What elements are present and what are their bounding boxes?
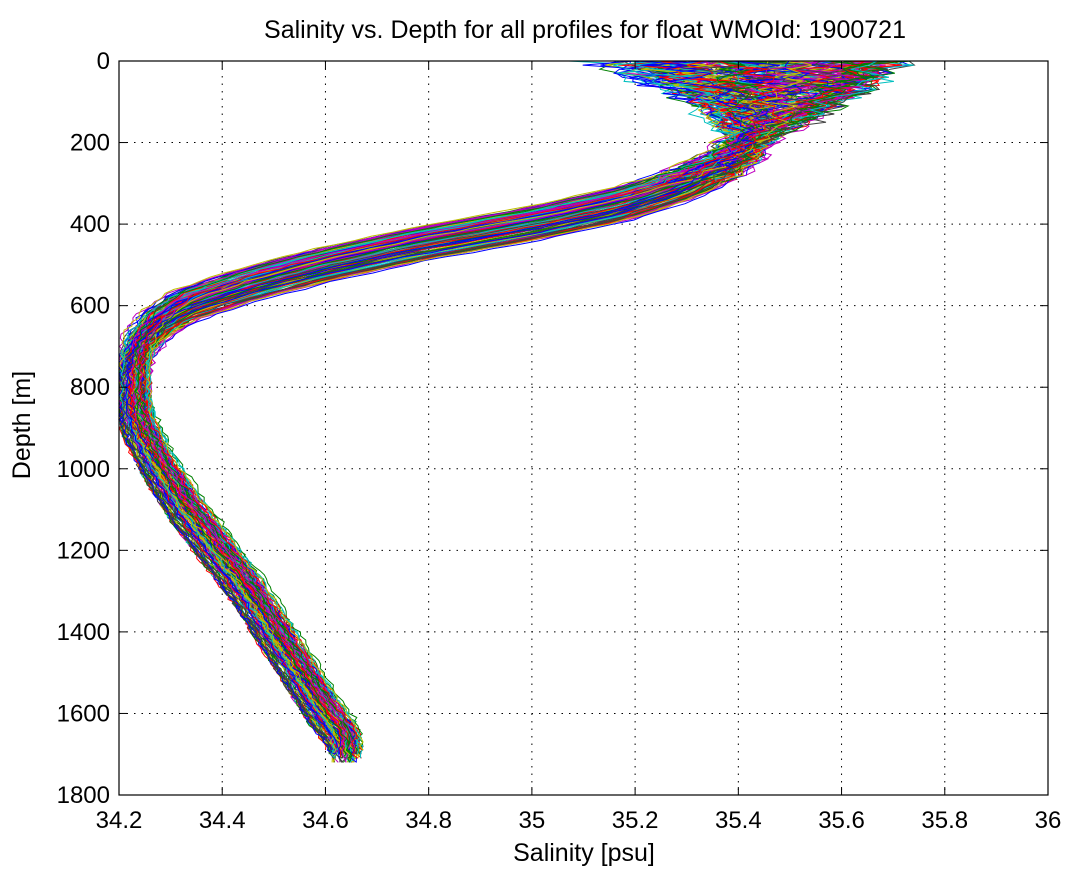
profile-line: [129, 60, 763, 751]
x-tick-label: 35.2: [612, 807, 659, 834]
x-axis-label: Salinity [psu]: [513, 839, 655, 867]
x-tick-label: 34.6: [302, 807, 349, 834]
profile-line: [134, 60, 866, 759]
x-tick-labels: 34.2 34.4 34.6 34.8 35 35.2 35.4 35.6 35.8 36: [96, 807, 1062, 834]
y-tick-label: 800: [70, 374, 110, 401]
x-tick-label: 36: [1035, 807, 1062, 834]
profile-line: [125, 60, 829, 759]
profile-lines: [118, 60, 916, 763]
profile-line: [137, 60, 816, 751]
x-tick-label: 34.2: [96, 807, 143, 834]
y-tick-label: 1000: [57, 456, 110, 483]
y-tick-label: 1200: [57, 537, 110, 564]
plot-frame: [118, 60, 1049, 796]
x-tick-label: 35: [519, 807, 546, 834]
x-tick-label: 34.8: [405, 807, 452, 834]
profile-line: [125, 60, 758, 755]
x-tick-label: 35.8: [921, 807, 968, 834]
y-tick-labels: 0 200 400 600 800 1000 1200 1400 1600 1800: [57, 48, 110, 809]
y-tick-label: 200: [70, 130, 110, 157]
y-tick-label: 1800: [57, 782, 110, 809]
profile-line: [139, 60, 788, 759]
y-tick-label: 1600: [57, 700, 110, 727]
y-tick-label: 1400: [57, 619, 110, 646]
x-tick-label: 34.4: [199, 807, 246, 834]
profile-line: [146, 60, 812, 751]
tick-marks: [118, 60, 1049, 796]
y-tick-label: 0: [97, 48, 110, 75]
profile-line: [134, 60, 765, 763]
y-axis-label: Depth [m]: [8, 371, 36, 479]
y-tick-label: 400: [70, 211, 110, 238]
chart-title: Salinity vs. Depth for all profiles for …: [264, 16, 906, 44]
y-tick-label: 600: [70, 293, 110, 320]
x-tick-label: 35.6: [818, 807, 865, 834]
plot-background: [119, 61, 1048, 795]
x-tick-label: 35.4: [715, 807, 762, 834]
